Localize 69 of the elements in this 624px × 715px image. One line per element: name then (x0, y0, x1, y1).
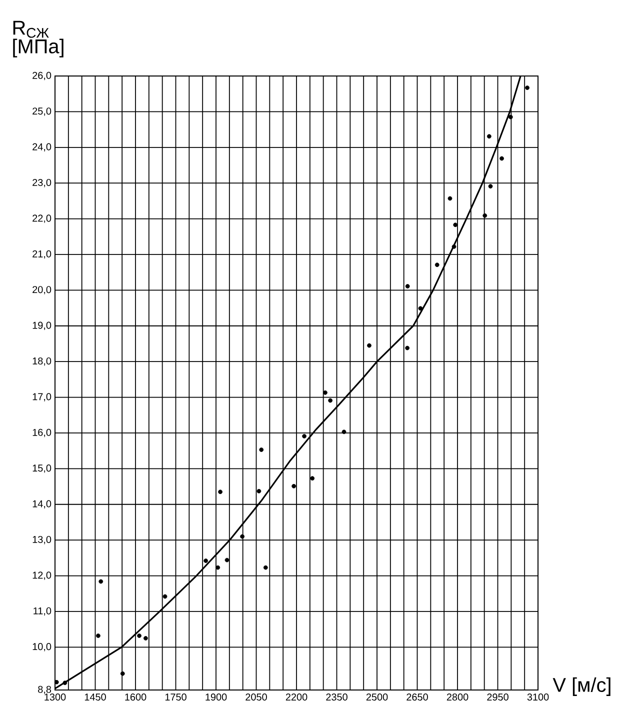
y-tick-label: 23,0 (32, 178, 52, 188)
y-axis-title: R$_{СЖ}$ [МПа] (13, 20, 64, 58)
point (144, 636, 148, 640)
y-tick-label: 13,0 (32, 536, 52, 544)
point (508, 114, 513, 120)
y-tick-label: 18,0 (32, 357, 52, 366)
x-tick-label: 1300 (44, 694, 66, 701)
y-tick-label: 19,0 (32, 322, 52, 330)
y-tick-label: 20,0 (32, 286, 52, 294)
point (500, 156, 504, 161)
x-tick-label: 2950 (487, 694, 508, 701)
point (54, 680, 59, 684)
point (240, 534, 244, 539)
point (405, 346, 410, 350)
point (292, 484, 296, 488)
point (367, 343, 372, 348)
point (62, 680, 68, 686)
point (224, 558, 230, 562)
x-tick-label: 2500 (366, 694, 388, 701)
point (323, 390, 328, 395)
point (482, 213, 488, 218)
point (98, 579, 104, 584)
point (328, 398, 333, 403)
point (137, 634, 142, 638)
y-tick-label: 25,0 (32, 108, 52, 116)
point (216, 565, 220, 570)
point (342, 430, 346, 434)
x-tick-label: 2200 (286, 694, 308, 701)
y-tick-label: 11,0 (34, 607, 52, 616)
y-tick-label: 10,0 (32, 643, 52, 652)
point (96, 634, 100, 638)
x-tick-label: 1750 (165, 694, 186, 701)
y-tick-label: 17,0 (32, 393, 52, 402)
point (453, 222, 458, 228)
x-tick-label: 2650 (406, 694, 428, 701)
point (525, 86, 530, 90)
y-tick-label: 8,8 (38, 686, 52, 694)
point (434, 262, 440, 268)
x-tick-label: 1600 (125, 694, 146, 701)
x-axis-title: V [м/с] (552, 677, 610, 696)
point (263, 565, 268, 570)
point (488, 184, 493, 188)
point (218, 490, 222, 494)
x-tick-label: 2800 (446, 694, 468, 701)
point (486, 134, 492, 139)
x-tick-label: 1450 (84, 694, 106, 701)
point (310, 476, 315, 481)
y-tick-label: 15,0 (32, 464, 52, 473)
y-tick-label: 21,0 (32, 250, 52, 259)
point (302, 434, 306, 438)
y-tick-label: 14,0 (32, 500, 52, 508)
y-tick-label: 16,0 (32, 428, 52, 438)
point (448, 196, 452, 201)
x-tick-label: 2050 (246, 694, 267, 701)
x-tick-label: 2350 (326, 694, 348, 701)
y-tick-label: 24,0 (32, 143, 52, 152)
point (259, 448, 264, 452)
point (418, 306, 423, 311)
x-tick-label: 3100 (527, 694, 549, 701)
x-tick-label: 1900 (206, 694, 227, 701)
point (452, 244, 456, 249)
point (120, 671, 125, 676)
y-tick-label: 12,0 (32, 572, 52, 580)
y-tick-label: 26,0 (32, 72, 52, 80)
y-tick-label: 22,0 (32, 214, 52, 223)
point (405, 284, 410, 288)
point (204, 558, 208, 563)
point (162, 594, 168, 599)
point (256, 488, 262, 494)
